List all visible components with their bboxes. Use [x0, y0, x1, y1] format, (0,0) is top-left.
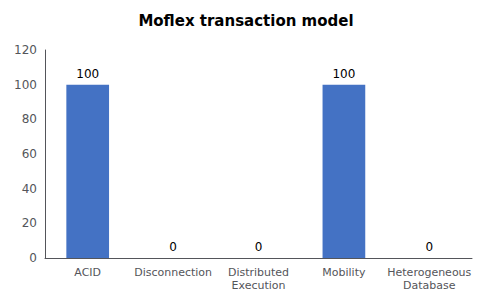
svg-text:0: 0 — [29, 251, 37, 265]
svg-text:40: 40 — [22, 182, 37, 196]
svg-text:100: 100 — [332, 67, 355, 81]
svg-text:100: 100 — [14, 78, 37, 92]
svg-text:Disconnection: Disconnection — [134, 266, 212, 279]
svg-text:120: 120 — [14, 43, 37, 57]
svg-text:0: 0 — [255, 240, 263, 254]
svg-text:ACID: ACID — [74, 266, 101, 279]
svg-text:80: 80 — [22, 112, 37, 126]
svg-text:0: 0 — [425, 240, 433, 254]
svg-text:60: 60 — [22, 147, 37, 161]
svg-text:20: 20 — [22, 216, 37, 230]
svg-text:Distributed: Distributed — [228, 266, 289, 279]
svg-text:Execution: Execution — [232, 279, 286, 292]
svg-text:0: 0 — [169, 240, 177, 254]
svg-text:Moflex transaction model: Moflex transaction model — [138, 12, 353, 30]
svg-text:Database: Database — [403, 279, 456, 292]
svg-text:Mobility: Mobility — [322, 266, 366, 279]
svg-text:Heterogeneous: Heterogeneous — [387, 266, 471, 279]
svg-text:100: 100 — [76, 67, 99, 81]
